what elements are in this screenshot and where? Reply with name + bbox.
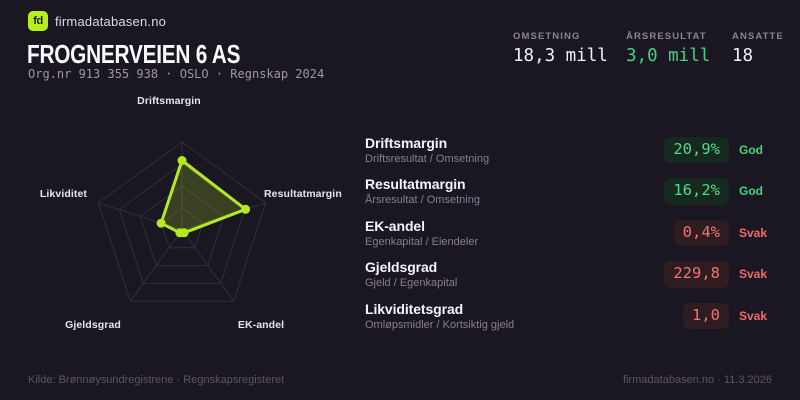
metric-name: Driftsmargin — [365, 134, 448, 151]
radar-axis-resultatmargin: Resultatmargin — [264, 188, 342, 200]
metric-value-pill: 1,0 — [683, 302, 729, 329]
metric-formula: Egenkapital / Eiendeler — [365, 235, 479, 248]
metric-row-likviditetsgrad: Likviditetsgrad Omløpsmidler / Kortsikti… — [365, 295, 787, 337]
metric-row-gjeldsgrad: Gjeldsgrad Gjeld / Egenkapital 229,8 Sva… — [365, 254, 787, 296]
metric-row-driftsmargin: Driftsmargin Driftsresultat / Omsetning … — [365, 129, 787, 171]
stat-value: 18,3 mill — [513, 46, 608, 66]
stat-label: ANSATTE — [732, 31, 784, 42]
radar-axis-gjeldsgrad: Gjeldsgrad — [65, 319, 121, 331]
metric-value-pill: 229,8 — [664, 261, 729, 288]
metric-status-badge: Svak — [739, 308, 768, 323]
metric-status-badge: Svak — [739, 267, 768, 282]
metric-status-badge: God — [739, 142, 763, 157]
metric-status-badge: God — [739, 184, 763, 199]
metric-name: Gjeldsgrad — [365, 259, 438, 276]
company-meta: Org.nr 913 355 938 · OSLO · Regnskap 202… — [28, 67, 325, 81]
metric-value-pill: 0,4% — [673, 219, 729, 246]
stat-label: ÅRSRESULTAT — [626, 31, 707, 42]
metric-formula: Driftsresultat / Omsetning — [365, 152, 490, 165]
brand-name: firmadatabasen.no — [55, 14, 167, 29]
metric-name: Likviditetsgrad — [365, 300, 464, 317]
radar-axis-ek-andel: EK-andel — [237, 319, 285, 331]
metric-formula: Gjeld / Egenkapital — [365, 277, 458, 290]
metric-formula: Årsresultat / Omsetning — [365, 194, 480, 207]
metric-value-pill: 20,9% — [664, 136, 729, 163]
radar-chart — [97, 141, 267, 302]
metric-text: EK-andel Egenkapital / Eiendeler — [365, 218, 674, 248]
stat-omsetning: OMSETNING 18,3 mill — [513, 31, 608, 66]
stat-ansatte: ANSATTE 18 — [732, 31, 784, 66]
metric-row-ek-andel: EK-andel Egenkapital / Eiendeler 0,4% Sv… — [365, 212, 787, 254]
metric-row-resultatmargin: Resultatmargin Årsresultat / Omsetning 1… — [365, 171, 787, 213]
stat-value: 18 — [732, 46, 754, 66]
stat-arsresultat: ÅRSRESULTAT 3,0 mill — [626, 31, 710, 66]
source-note: Kilde: Brønnøysundregistrene · Regnskaps… — [28, 374, 285, 386]
metrics-panel: Driftsmargin Driftsresultat / Omsetning … — [365, 129, 787, 337]
brand-logo-icon: fd — [28, 11, 48, 31]
metric-text: Resultatmargin Årsresultat / Omsetning — [365, 176, 664, 206]
metric-text: Gjeldsgrad Gjeld / Egenkapital — [365, 259, 664, 289]
metric-text: Likviditetsgrad Omløpsmidler / Kortsikti… — [365, 301, 683, 331]
radar-axis-likviditet: Likviditet — [39, 188, 87, 200]
metric-name: EK-andel — [365, 217, 425, 234]
metric-name: Resultatmargin — [365, 176, 466, 193]
page-title: FROGNERVEIEN 6 AS — [27, 39, 241, 69]
stat-label: OMSETNING — [513, 31, 581, 42]
metric-value-pill: 16,2% — [664, 178, 729, 205]
metric-status-badge: Svak — [739, 225, 768, 240]
metric-formula: Omløpsmidler / Kortsiktig gjeld — [365, 318, 515, 331]
stat-value: 3,0 mill — [626, 46, 711, 66]
footer-credit: firmadatabasen.no · 11.3.2026 — [622, 374, 772, 386]
metric-text: Driftsmargin Driftsresultat / Omsetning — [365, 135, 664, 165]
radar-axis-driftsmargin: Driftsmargin — [137, 95, 201, 107]
